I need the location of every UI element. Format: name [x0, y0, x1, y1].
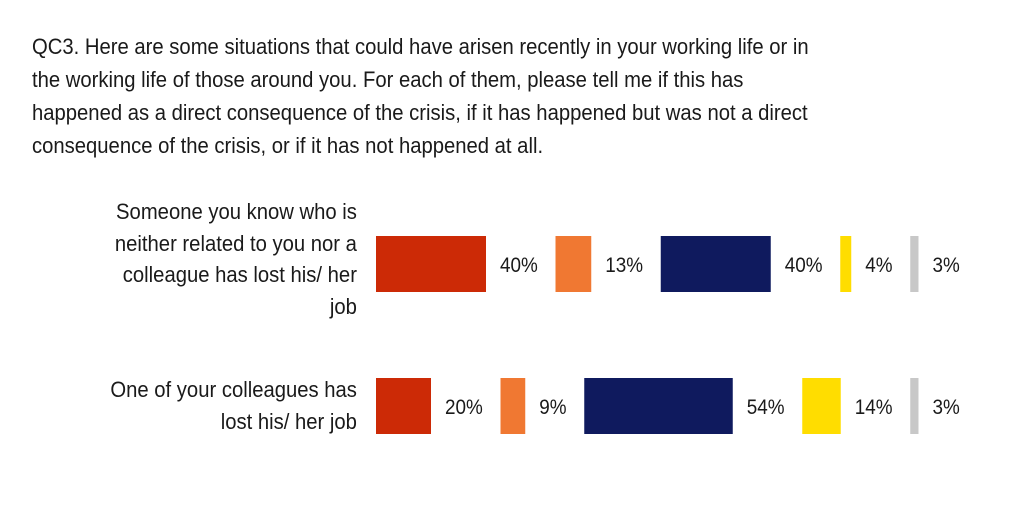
data-label: 3% — [933, 396, 961, 419]
bar — [910, 236, 919, 292]
bar — [840, 236, 852, 292]
data-label: 54% — [747, 396, 785, 419]
bar — [376, 378, 431, 434]
bar — [910, 378, 919, 434]
category-label: One of your colleagues has lost his/ her… — [110, 377, 357, 434]
question-text: QC3. Here are some situations that could… — [32, 34, 809, 158]
data-label: 9% — [539, 396, 567, 419]
data-label: 4% — [865, 254, 893, 277]
data-label: 40% — [500, 254, 538, 277]
bar — [660, 236, 771, 292]
category-label: Someone you know who is neither related … — [114, 199, 357, 319]
data-label: 3% — [933, 254, 961, 277]
bar — [555, 236, 592, 292]
bar — [584, 378, 733, 434]
bar — [802, 378, 841, 434]
data-label: 14% — [855, 396, 893, 419]
data-label: 13% — [605, 254, 643, 277]
bar — [500, 378, 526, 434]
data-label: 20% — [445, 396, 483, 419]
data-label: 40% — [785, 254, 823, 277]
bar — [376, 236, 486, 292]
